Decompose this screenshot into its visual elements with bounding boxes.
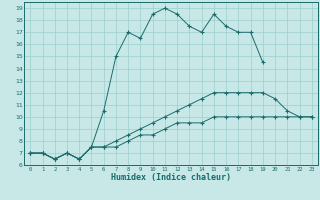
X-axis label: Humidex (Indice chaleur): Humidex (Indice chaleur) [111,173,231,182]
